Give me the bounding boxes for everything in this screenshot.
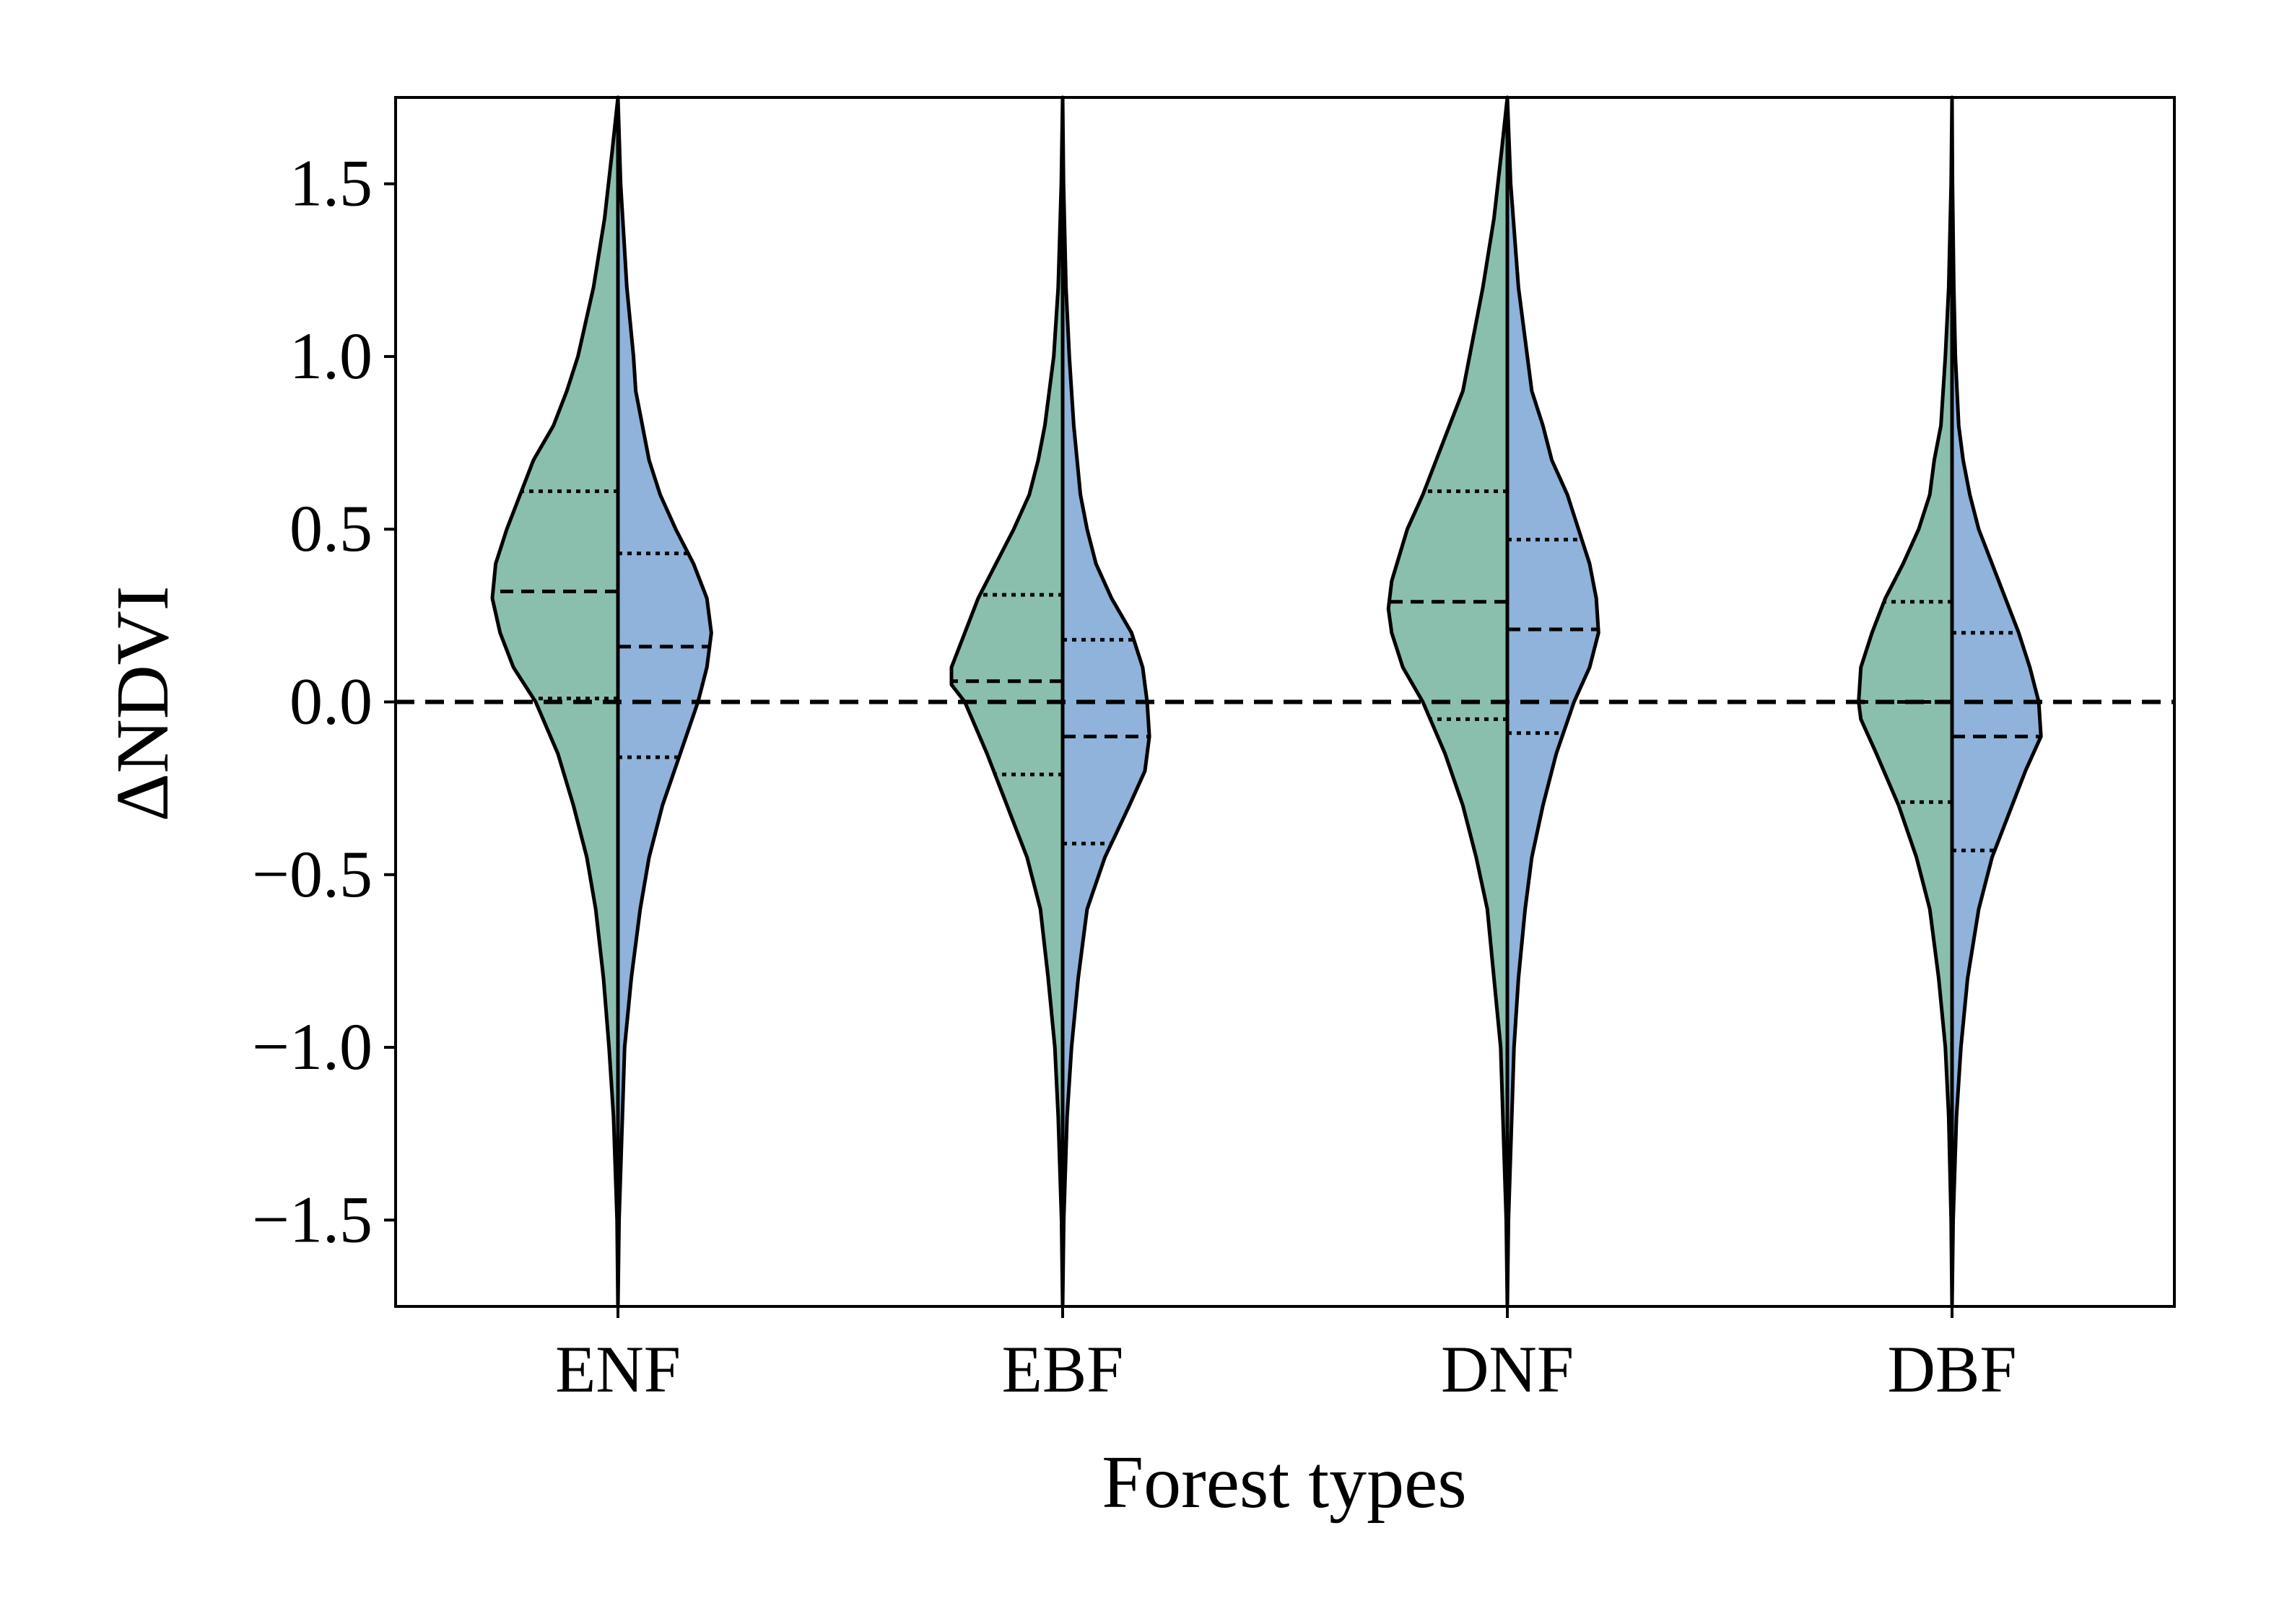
x-tick-label-ebf: EBF	[1002, 1332, 1124, 1406]
y-tick-label: 0.0	[289, 665, 373, 738]
y-tick-label: 0.5	[289, 492, 373, 565]
plot-frame	[394, 96, 2176, 1308]
y-tick-label: −0.5	[252, 837, 373, 911]
ticks-layer: −1.5 −1.0 −0.5 0.0 0.5 1.0 1.5 ENF EBF DNF DBF	[252, 147, 2016, 1406]
y-axis-title: ΔNDVI	[101, 586, 184, 822]
y-tick-label: −1.0	[252, 1010, 373, 1083]
x-axis-title: Forest types	[1102, 1441, 1467, 1524]
x-tick-label-dbf: DBF	[1888, 1332, 2017, 1406]
y-tick-label: −1.5	[252, 1182, 373, 1256]
y-tick-label: 1.5	[289, 147, 373, 220]
x-tick-label-dnf: DNF	[1441, 1332, 1574, 1406]
x-tick-label-enf: ENF	[555, 1332, 681, 1406]
y-tick-label: 1.0	[289, 319, 373, 393]
violin-left-half	[949, 95, 1065, 1309]
